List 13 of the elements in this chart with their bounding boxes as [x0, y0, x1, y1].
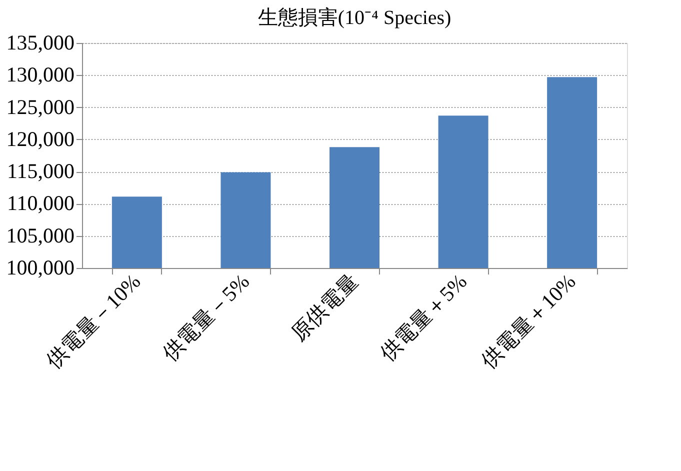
- y-tick-label: 125,000: [6, 94, 74, 119]
- x-tick-label: 供電量＋5%: [375, 269, 472, 366]
- y-tick-label: 105,000: [6, 223, 74, 248]
- x-tick-label: 原供電量: [286, 269, 363, 346]
- y-tick-label: 115,000: [7, 159, 74, 184]
- y-tick-label: 110,000: [7, 191, 74, 216]
- y-tick-label: 120,000: [6, 126, 74, 151]
- y-tick-label: 130,000: [6, 62, 74, 87]
- y-tick-label: 135,000: [6, 30, 74, 54]
- x-tick-label: 供電量＋10%: [476, 269, 580, 373]
- chart-title: 生態損害(10⁻⁴ Species): [258, 6, 452, 29]
- y-tick-label: 100,000: [6, 256, 74, 280]
- x-tick-label: 供電量－5%: [158, 269, 254, 366]
